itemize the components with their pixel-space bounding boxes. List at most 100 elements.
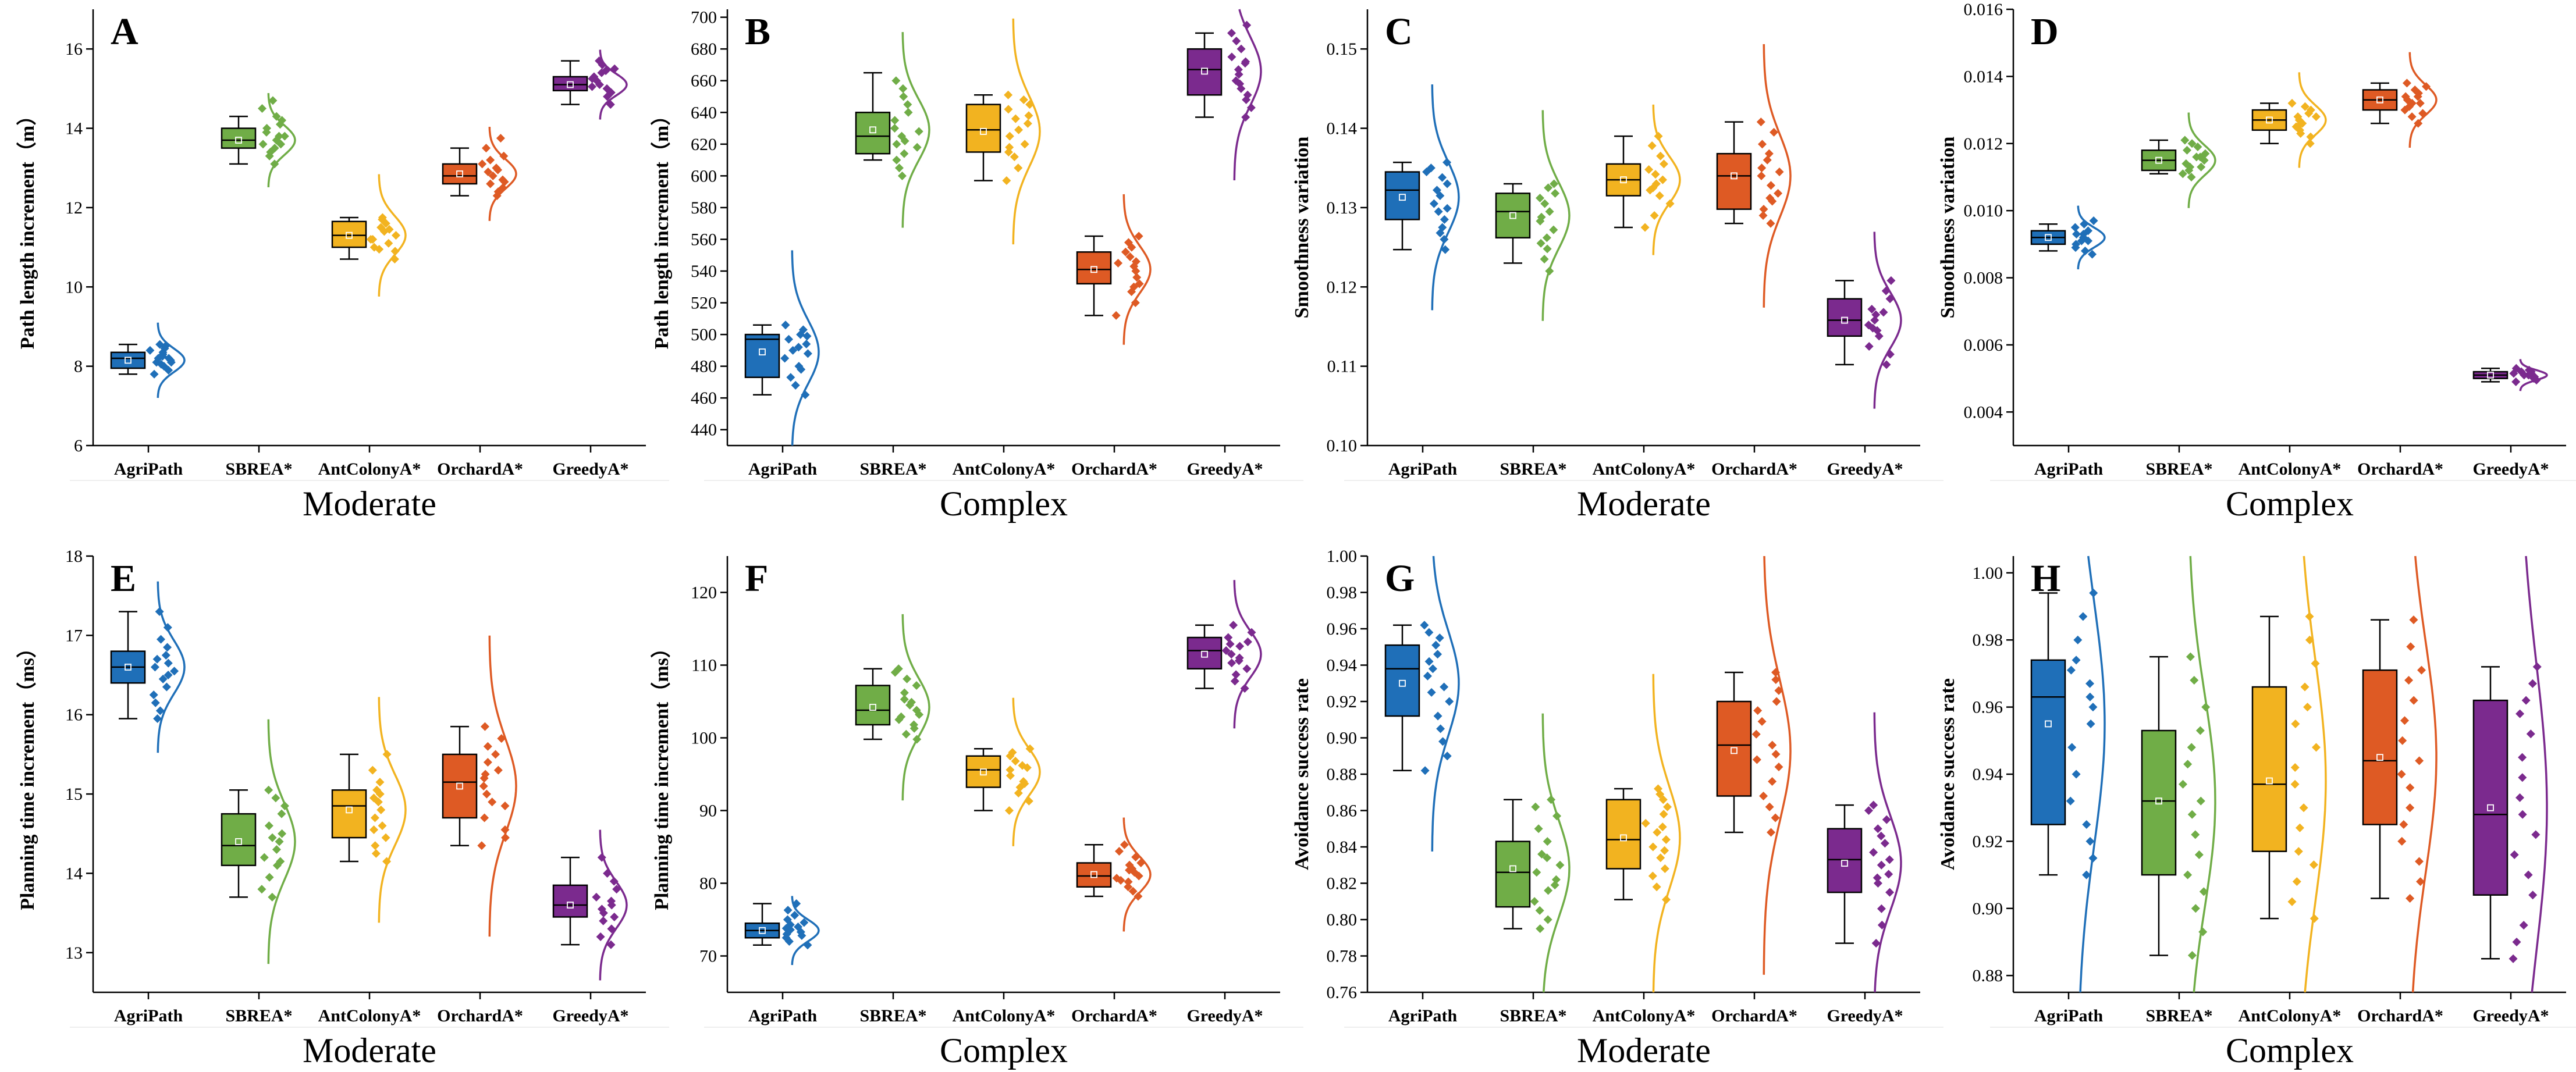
data-point xyxy=(2401,92,2410,101)
data-point xyxy=(2531,830,2541,839)
panel-letter: G xyxy=(1385,557,1415,600)
condition-label: Complex xyxy=(940,485,1068,523)
data-point xyxy=(486,155,495,165)
data-point xyxy=(483,758,492,767)
distribution-curve xyxy=(1431,84,1460,311)
y-axis-title: Planning time increment（ms） xyxy=(16,638,38,910)
series-antcolonya-: AntColonyA* xyxy=(953,697,1056,1025)
data-point xyxy=(912,143,922,152)
x-tick-label: AntColonyA* xyxy=(1593,460,1696,479)
mean-marker xyxy=(346,232,353,239)
data-point xyxy=(1436,724,1445,733)
mean-marker xyxy=(1201,67,1208,75)
mean-marker xyxy=(235,137,242,144)
data-point xyxy=(481,770,490,779)
data-point xyxy=(1111,311,1121,320)
data-point xyxy=(2072,656,2081,665)
distribution-curve xyxy=(1012,18,1041,245)
data-point xyxy=(1870,316,1879,325)
series-sbrea-: SBREA* xyxy=(221,719,296,1025)
panel-letter: D xyxy=(2031,10,2059,53)
data-point xyxy=(2082,820,2091,829)
y-tick-label: 8 xyxy=(74,357,83,376)
data-point xyxy=(1757,717,1767,726)
data-point xyxy=(1656,853,1665,863)
data-point xyxy=(1243,90,1252,99)
data-point xyxy=(145,346,155,355)
data-point xyxy=(2409,615,2418,625)
data-point xyxy=(1227,52,1237,62)
data-point xyxy=(909,720,919,729)
series-agripath: AgriPath xyxy=(744,250,820,479)
data-point xyxy=(272,845,281,854)
data-point xyxy=(1014,163,1023,173)
data-point xyxy=(894,163,904,173)
data-point xyxy=(1884,870,1893,879)
data-point xyxy=(1766,219,1775,228)
data-point xyxy=(2085,692,2095,701)
series-agripath: AgriPath xyxy=(2030,205,2106,479)
data-point xyxy=(1429,199,1438,208)
y-tick-label: 0.15 xyxy=(1327,40,1358,59)
x-tick-label: AntColonyA* xyxy=(953,1006,1056,1025)
data-point xyxy=(1758,211,1768,220)
data-point xyxy=(2072,240,2081,249)
data-point xyxy=(2518,810,2527,819)
data-point xyxy=(1124,882,1133,892)
data-point xyxy=(1005,131,1014,141)
data-point xyxy=(900,149,909,158)
y-tick-label: 0.11 xyxy=(1327,357,1357,376)
data-point xyxy=(802,332,812,341)
series-antcolonya-: AntColonyA* xyxy=(2239,72,2341,479)
data-point xyxy=(609,877,619,886)
y-tick-label: 520 xyxy=(691,294,717,313)
distribution-curve xyxy=(267,93,296,187)
data-point xyxy=(2413,92,2422,101)
y-tick-label: 0.006 xyxy=(1964,336,2003,355)
data-point xyxy=(150,369,159,379)
x-tick-label: AntColonyA* xyxy=(2239,1006,2342,1025)
x-tick-label: OrchardA* xyxy=(437,1006,523,1025)
mean-marker xyxy=(1620,176,1627,184)
data-point xyxy=(2181,159,2191,168)
data-point xyxy=(1647,141,1657,151)
data-point xyxy=(1550,881,1559,890)
x-tick-label: GreedyA* xyxy=(552,460,628,479)
data-point xyxy=(1880,839,1889,848)
data-point xyxy=(1002,176,1011,186)
condition-label: Complex xyxy=(940,1031,1068,1070)
x-tick-label: OrchardA* xyxy=(1711,460,1797,479)
data-point xyxy=(1764,149,1774,158)
data-point xyxy=(2066,665,2076,675)
data-point xyxy=(161,650,170,660)
mean-marker xyxy=(1090,266,1097,273)
y-axis-title: Path length increment（m） xyxy=(650,106,673,350)
x-tick-label: GreedyA* xyxy=(1827,1006,1903,1025)
data-point xyxy=(1004,90,1013,99)
distribution-curve xyxy=(2298,72,2327,168)
x-tick-label: SBREA* xyxy=(2145,460,2212,479)
data-point xyxy=(1225,639,1235,649)
box-iqr xyxy=(2030,659,2066,825)
data-point xyxy=(2511,364,2521,373)
data-point xyxy=(2191,830,2200,839)
data-point xyxy=(2519,921,2528,930)
data-point xyxy=(1005,143,1014,152)
y-tick-label: 100 xyxy=(691,729,717,748)
data-point xyxy=(278,829,287,838)
data-point xyxy=(783,915,792,924)
data-point xyxy=(1023,119,1032,128)
y-tick-label: 0.12 xyxy=(1327,277,1358,297)
mean-marker xyxy=(2155,797,2162,805)
data-point xyxy=(1433,650,1442,659)
data-point xyxy=(892,140,901,149)
mean-marker xyxy=(2266,777,2273,785)
data-point xyxy=(1877,831,1886,840)
data-point xyxy=(1134,892,1143,901)
y-tick-label: 6 xyxy=(74,436,83,455)
box-iqr xyxy=(442,753,478,819)
data-point xyxy=(912,681,921,690)
data-point xyxy=(166,358,176,367)
mean-marker xyxy=(456,170,463,177)
data-point xyxy=(1436,229,1445,238)
